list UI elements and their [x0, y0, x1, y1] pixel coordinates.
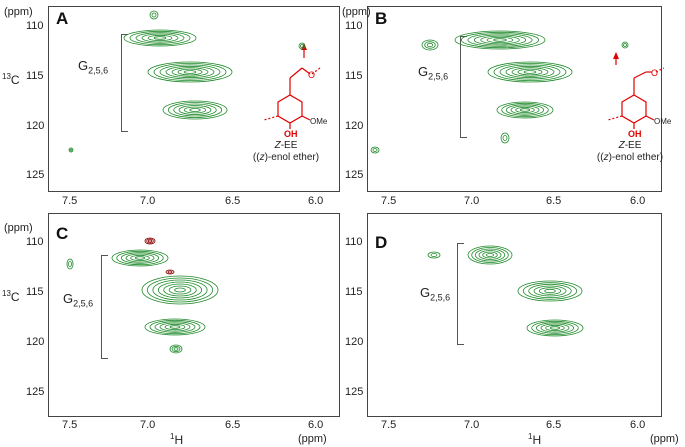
- panel-b: [367, 6, 662, 192]
- x-tick-a-6.5: 6.5: [225, 195, 241, 207]
- compound-label-b: Z-EE: [618, 140, 642, 151]
- x-unit-c: (ppm): [298, 433, 327, 445]
- x-tick-a-7.5: 7.5: [62, 195, 78, 207]
- y-unit-c: (ppm): [4, 222, 33, 234]
- panel-d: [367, 213, 662, 417]
- x-tick-a-6.0: 6.0: [308, 195, 324, 207]
- enol-ether-structure-a: O OMe OH: [263, 43, 328, 139]
- peak-d-4: [427, 251, 441, 259]
- x-tick-d-6.5: 6.5: [546, 419, 562, 431]
- group-label-a: G2,5,6: [78, 58, 109, 76]
- y-tick-d-125: 125: [345, 386, 364, 398]
- x-tick-b-6.5: 6.5: [546, 195, 562, 207]
- peak-c-1: [111, 249, 169, 267]
- y-tick-b-125: 125: [345, 169, 364, 181]
- y-tick-a-120: 120: [26, 120, 45, 132]
- oxygen-label-a: O: [308, 70, 315, 80]
- peak-c-7: [66, 258, 74, 270]
- y-tick-b-110: 110: [345, 20, 363, 32]
- x-tick-a-7.0: 7.0: [140, 195, 156, 207]
- y-tick-a-115: 115: [26, 70, 44, 82]
- peak-b-6: [370, 146, 380, 154]
- panel-c-label: C: [56, 224, 69, 243]
- x-tick-c-7.0: 7.0: [140, 419, 156, 431]
- peak-a-5: [298, 42, 306, 50]
- compound-desc-a: ((z)-enol ether): [252, 152, 320, 163]
- x-tick-b-6.0: 6.0: [630, 195, 646, 207]
- group-label-c: G2,5,6: [63, 291, 94, 309]
- peak-b-3: [496, 101, 554, 119]
- peak-a-3: [162, 100, 228, 120]
- peak-b-1: [454, 30, 546, 50]
- compound-desc-b: ((z)-enol ether): [596, 152, 664, 163]
- y-unit-a: (ppm): [4, 6, 33, 18]
- panel-b-label: B: [375, 9, 388, 28]
- bracket-a: [121, 34, 128, 132]
- x-nucleus-d: 1H: [528, 432, 542, 447]
- y-nucleus-a: 13C: [2, 72, 20, 87]
- peak-a-2: [147, 61, 233, 83]
- peak-b-5: [500, 132, 510, 144]
- x-tick-d-7.5: 7.5: [381, 419, 397, 431]
- y-nucleus-c: 13C: [2, 289, 20, 304]
- peak-b-4: [421, 39, 439, 51]
- x-tick-b-7.5: 7.5: [381, 195, 397, 207]
- y-tick-b-115: 115: [345, 70, 363, 82]
- y-tick-c-120: 120: [26, 336, 45, 348]
- x-nucleus-c: 1H: [170, 432, 184, 447]
- peak-a-6: [68, 147, 74, 153]
- y-unit-b: (ppm): [342, 6, 371, 18]
- peak-d-1: [467, 245, 513, 265]
- peak-c-4: [169, 344, 183, 354]
- ome-label-b: OMe: [654, 117, 672, 126]
- oxygen-label-b: O: [651, 68, 658, 78]
- x-tick-c-7.5: 7.5: [62, 419, 78, 431]
- bracket-c: [101, 255, 108, 359]
- y-tick-d-115: 115: [345, 286, 363, 298]
- ome-label-a: OMe: [310, 117, 328, 126]
- peak-a-1: [123, 29, 197, 47]
- panel-c: [48, 213, 340, 417]
- peak-d-2: [517, 280, 583, 302]
- x-tick-c-6.0: 6.0: [308, 419, 324, 431]
- peak-d-3: [526, 319, 584, 337]
- peak-a-4: [149, 10, 159, 20]
- oh-label-b: OH: [628, 129, 642, 139]
- group-label-d: G2,5,6: [420, 285, 451, 303]
- peak-c-2: [141, 275, 219, 305]
- y-tick-b-120: 120: [345, 120, 364, 132]
- panel-a: [48, 6, 340, 192]
- bracket-b: [460, 36, 467, 138]
- y-tick-c-110: 110: [26, 236, 44, 248]
- compound-label-a: Z-EE: [274, 140, 298, 151]
- x-tick-d-7.0: 7.0: [464, 419, 480, 431]
- y-tick-d-110: 110: [345, 236, 363, 248]
- peak-b-2: [487, 61, 573, 83]
- bracket-d: [457, 243, 464, 345]
- x-tick-b-7.0: 7.0: [464, 195, 480, 207]
- enol-ether-structure-b: O OMe OH: [607, 52, 672, 139]
- peak-c-3: [144, 318, 206, 336]
- y-tick-a-125: 125: [26, 169, 45, 181]
- x-unit-d: (ppm): [650, 433, 679, 445]
- y-tick-d-120: 120: [345, 336, 364, 348]
- peak-c-5: [144, 237, 156, 245]
- panel-d-label: D: [375, 233, 388, 252]
- y-tick-c-125: 125: [26, 386, 45, 398]
- oh-label-a: OH: [284, 129, 298, 139]
- panel-a-label: A: [56, 9, 69, 28]
- peak-b-7: [621, 41, 629, 49]
- y-tick-c-115: 115: [26, 286, 44, 298]
- peak-c-6: [165, 269, 175, 275]
- group-label-b: G2,5,6: [418, 64, 449, 82]
- y-tick-a-110: 110: [26, 20, 44, 32]
- x-tick-d-6.0: 6.0: [630, 419, 646, 431]
- x-tick-c-6.5: 6.5: [225, 419, 241, 431]
